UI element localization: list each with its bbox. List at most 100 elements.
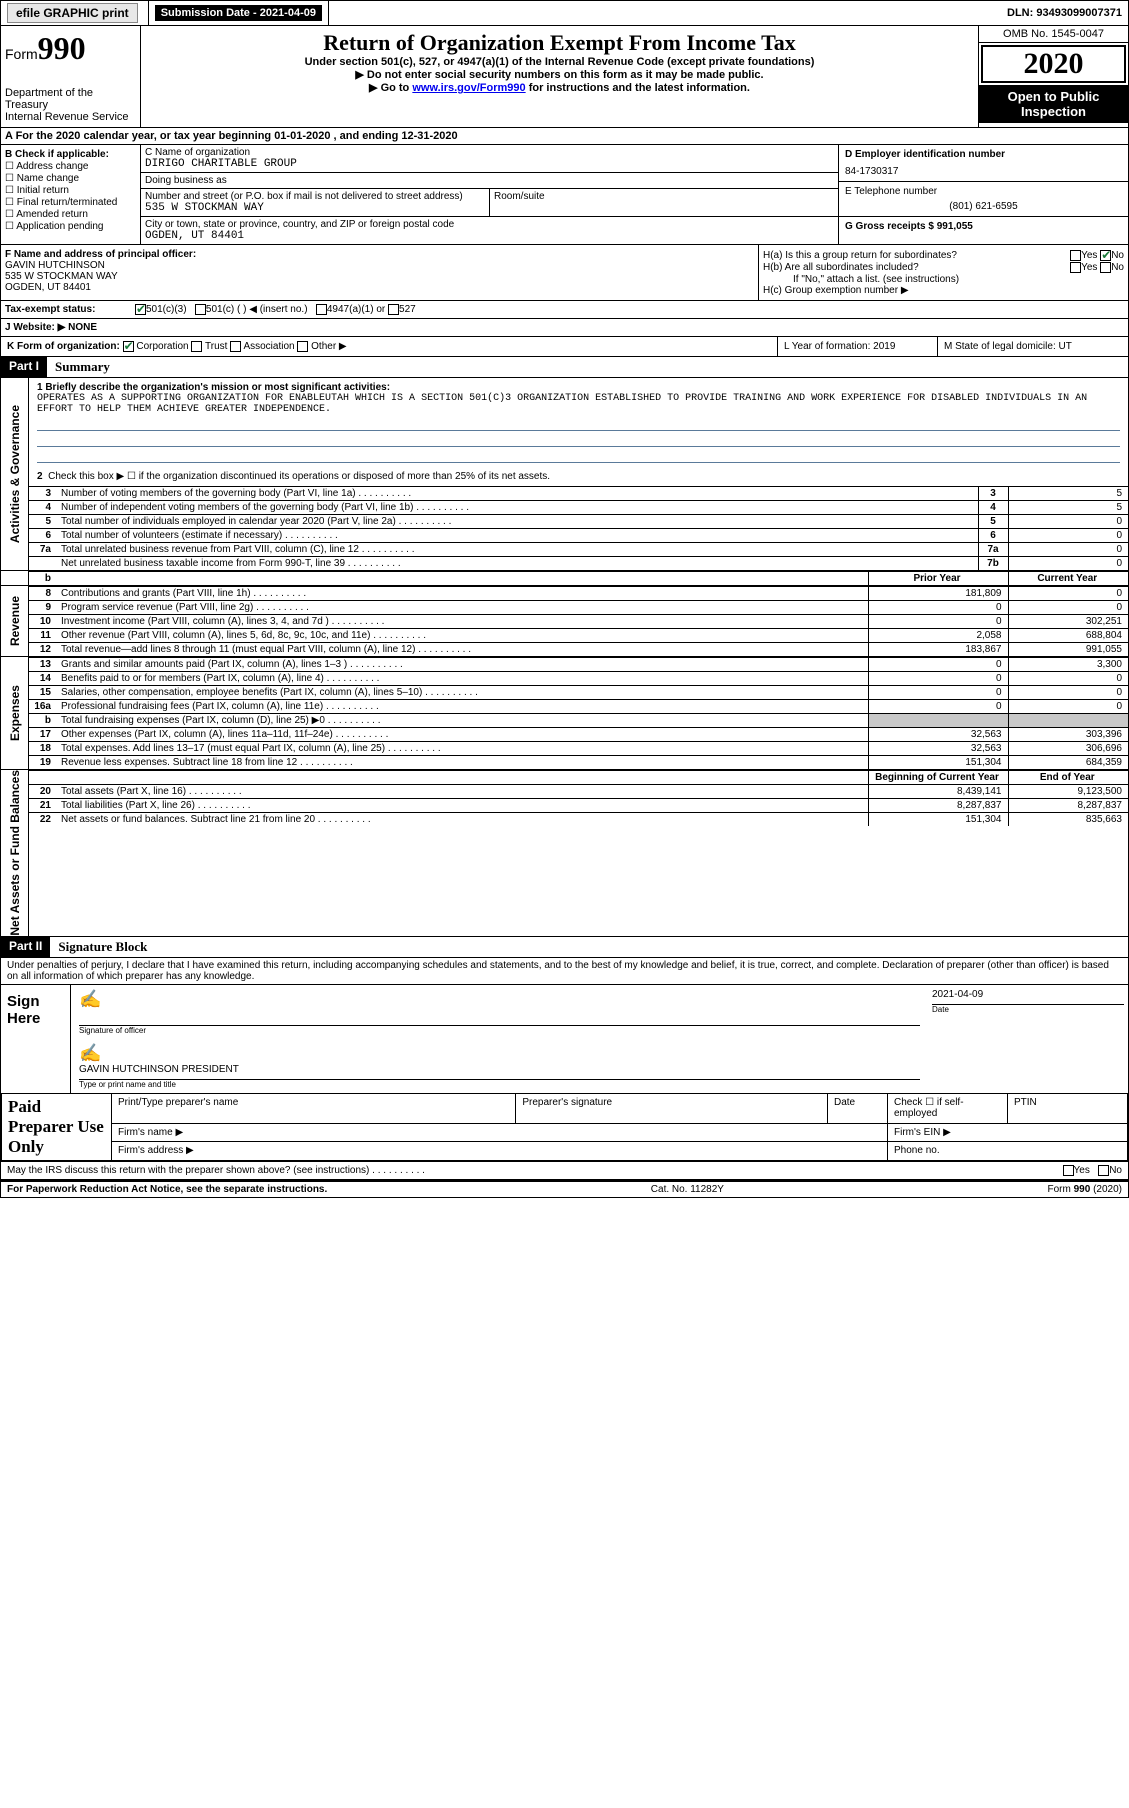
sig-date-label: Date — [932, 1005, 1124, 1014]
k-other-box[interactable] — [297, 341, 308, 352]
block-bcd: B Check if applicable: ☐ Address change … — [0, 145, 1129, 245]
ag-row: 6Total number of volunteers (estimate if… — [29, 529, 1128, 543]
line1-mission: 1 Briefly describe the organization's mi… — [29, 378, 1128, 467]
chk-app-pending[interactable]: ☐ Application pending — [5, 221, 136, 232]
col-h: H(a) Is this a group return for subordin… — [758, 245, 1128, 300]
chk-name-change[interactable]: ☐ Name change — [5, 173, 136, 184]
irs-link[interactable]: www.irs.gov/Form990 — [412, 82, 525, 94]
underline3 — [37, 449, 1120, 463]
i-4947: 4947(a)(1) or — [327, 304, 385, 315]
gross-receipts: G Gross receipts $ 991,055 — [845, 221, 1122, 232]
i-501c3-box[interactable] — [135, 304, 146, 315]
m-state: M State of legal domicile: UT — [938, 337, 1128, 356]
goto-suffix: for instructions and the latest informat… — [526, 82, 750, 94]
part1-title: Summary — [47, 357, 118, 377]
city-label: City or town, state or province, country… — [145, 219, 834, 230]
footer: For Paperwork Reduction Act Notice, see … — [0, 1180, 1129, 1198]
part1-header-row: Part I Summary — [0, 357, 1129, 378]
data-row: 11Other revenue (Part VIII, column (A), … — [29, 629, 1128, 643]
c-org-name: C Name of organization DIRIGO CHARITABLE… — [141, 145, 838, 172]
warn-link: ▶ Go to www.irs.gov/Form990 for instruct… — [145, 81, 974, 94]
data-row: 20Total assets (Part X, line 16)8,439,14… — [29, 785, 1128, 799]
i-4947-box[interactable] — [316, 304, 327, 315]
hb-label: H(b) Are all subordinates included? — [763, 262, 919, 273]
row-i-tax-status: Tax-exempt status: 501(c)(3) 501(c) ( ) … — [0, 301, 1129, 319]
ha-no-box[interactable] — [1100, 250, 1111, 261]
form-title: Return of Organization Exempt From Incom… — [145, 30, 974, 56]
footer-left: For Paperwork Reduction Act Notice, see … — [7, 1184, 327, 1195]
hc-label: H(c) Group exemption number ▶ — [763, 285, 1124, 296]
k-assoc-box[interactable] — [230, 341, 241, 352]
efile-print-button[interactable]: efile GRAPHIC print — [7, 3, 138, 23]
open-inspection: Open to Public Inspection — [979, 85, 1128, 123]
side-ag: Activities & Governance — [1, 378, 29, 570]
firm-phone: Phone no. — [888, 1142, 1128, 1161]
row-klm: K Form of organization: Corporation Trus… — [0, 337, 1129, 357]
goto-prefix: ▶ Go to — [369, 82, 412, 94]
name-title-value: GAVIN HUTCHINSON PRESIDENT — [79, 1064, 920, 1080]
paid-preparer-label: Paid Preparer Use Only — [2, 1094, 112, 1161]
data-row: 16aProfessional fundraising fees (Part I… — [29, 700, 1128, 714]
addr-label: Number and street (or P.O. box if mail i… — [145, 191, 485, 202]
row-a-period: A For the 2020 calendar year, or tax yea… — [0, 128, 1129, 145]
line1-label: 1 Briefly describe the organization's mi… — [37, 382, 1120, 393]
sign-here-row: Sign Here ✍ Signature of officer ✍ GAVIN… — [1, 984, 1128, 1093]
ein-value: 84-1730317 — [845, 166, 1122, 177]
d-ein: D Employer identification number 84-1730… — [839, 145, 1128, 182]
k-label: K Form of organization: — [7, 341, 120, 352]
i-501c-box[interactable] — [195, 304, 206, 315]
side-expenses: Expenses — [1, 657, 29, 769]
j-value: NONE — [68, 322, 97, 333]
line2-text: Check this box ▶ ☐ if the organization d… — [48, 471, 550, 482]
data-row: 10Investment income (Part VIII, column (… — [29, 615, 1128, 629]
section-expenses: Expenses 13Grants and similar amounts pa… — [0, 657, 1129, 770]
expenses-table: 13Grants and similar amounts paid (Part … — [29, 657, 1128, 769]
hb-note: If "No," attach a list. (see instruction… — [763, 274, 1124, 285]
ag-row: 5Total number of individuals employed in… — [29, 515, 1128, 529]
ag-table: 3Number of voting members of the governi… — [29, 486, 1128, 570]
ey-hdr: End of Year — [1008, 771, 1128, 785]
i-label: Tax-exempt status: — [5, 304, 135, 315]
addr-value: 535 W STOCKMAN WAY — [145, 202, 485, 214]
prep-name: Print/Type preparer's name — [112, 1094, 516, 1124]
officer-name: GAVIN HUTCHINSON — [5, 260, 754, 271]
warn-ssn: ▶ Do not enter social security numbers o… — [145, 68, 974, 81]
hb-yes-box[interactable] — [1070, 262, 1081, 273]
hb-no-box[interactable] — [1100, 262, 1111, 273]
officer-addr2: OGDEN, UT 84401 — [5, 282, 754, 293]
k-trust-box[interactable] — [191, 341, 202, 352]
k-corp-box[interactable] — [123, 341, 134, 352]
chk-final-return[interactable]: ☐ Final return/terminated — [5, 197, 136, 208]
may-no-box[interactable] — [1098, 1165, 1109, 1176]
form-prefix: Form — [5, 46, 38, 62]
sig-intro: Under penalties of perjury, I declare th… — [1, 958, 1128, 984]
g-gross: G Gross receipts $ 991,055 — [839, 217, 1128, 236]
c-room: Room/suite — [490, 189, 838, 216]
part2-header-row: Part II Signature Block — [0, 937, 1129, 958]
data-row: 15Salaries, other compensation, employee… — [29, 686, 1128, 700]
part2-title: Signature Block — [50, 937, 155, 957]
col-f-officer: F Name and address of principal officer:… — [1, 245, 758, 300]
may-yes-box[interactable] — [1063, 1165, 1074, 1176]
l-year: L Year of formation: 2019 — [778, 337, 938, 356]
chk-initial-return[interactable]: ☐ Initial return — [5, 185, 136, 196]
officer-addr1: 535 W STOCKMAN WAY — [5, 271, 754, 282]
efile-cell: efile GRAPHIC print — [1, 1, 149, 25]
ein-label: D Employer identification number — [845, 149, 1122, 160]
tax-year: 2020 — [981, 45, 1126, 83]
chk-amended[interactable]: ☐ Amended return — [5, 209, 136, 220]
header-right: OMB No. 1545-0047 2020 Open to Public In… — [978, 26, 1128, 127]
j-label: J Website: ▶ — [5, 322, 65, 333]
ag-body: 1 Briefly describe the organization's mi… — [29, 378, 1128, 570]
chk-address-change[interactable]: ☐ Address change — [5, 161, 136, 172]
i-527-box[interactable] — [388, 304, 399, 315]
may-discuss-row: May the IRS discuss this return with the… — [0, 1162, 1129, 1180]
topbar: efile GRAPHIC print Submission Date - 20… — [0, 0, 1129, 26]
bcy-header-row: Net Assets or Fund Balances Beginning of… — [0, 770, 1129, 937]
data-row: 9Program service revenue (Part VIII, lin… — [29, 601, 1128, 615]
sig-officer: ✍ Signature of officer ✍ GAVIN HUTCHINSO… — [71, 985, 928, 1093]
data-row: 13Grants and similar amounts paid (Part … — [29, 658, 1128, 672]
dln: DLN: 93493099007371 — [1001, 1, 1128, 25]
side-revenue: Revenue — [1, 586, 29, 656]
ha-yes-box[interactable] — [1070, 250, 1081, 261]
